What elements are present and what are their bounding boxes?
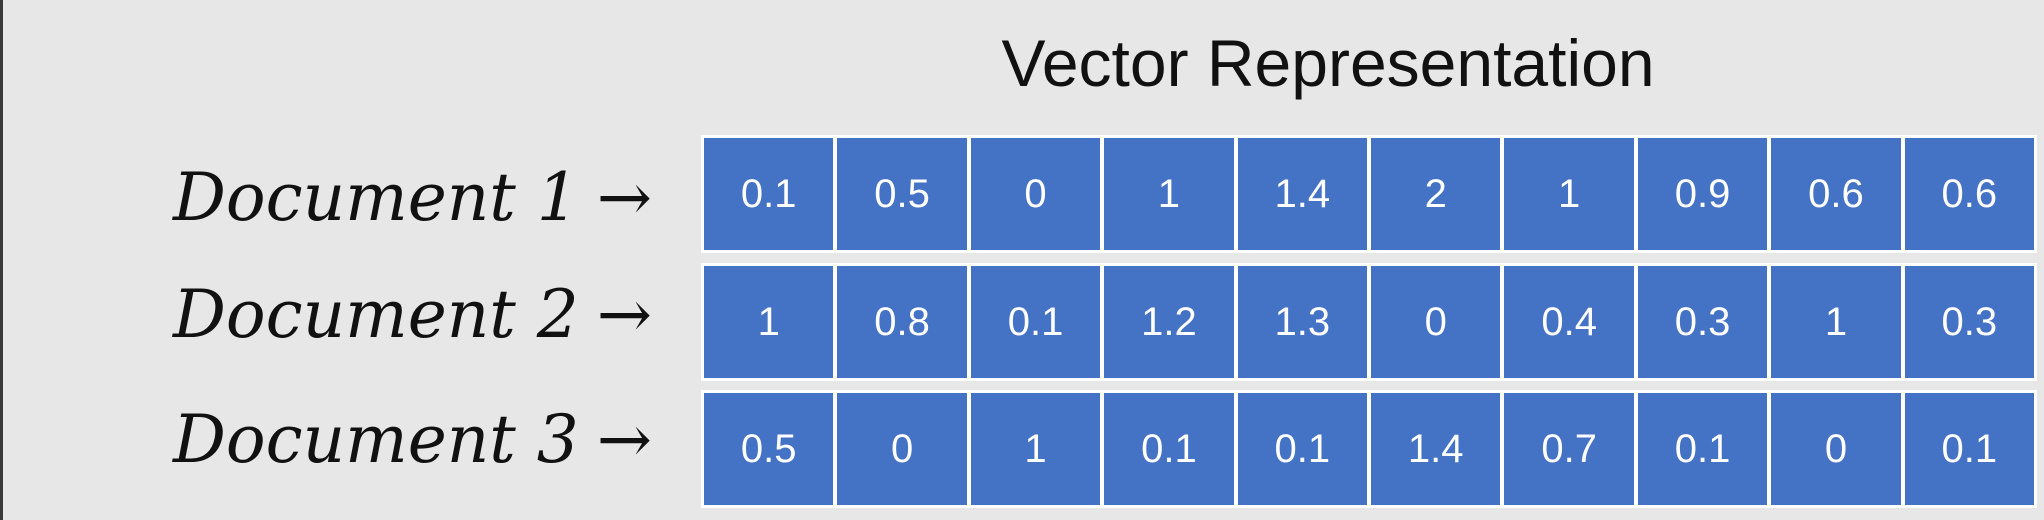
row-label-text: Document 3 — [173, 401, 579, 478]
vector-cell: 0.8 — [837, 266, 967, 378]
arrow-icon: → — [596, 401, 653, 478]
vector-cell: 1 — [704, 266, 834, 378]
vector-cell: 0 — [1771, 393, 1901, 505]
vector-cell: 0.1 — [704, 138, 834, 250]
row-label-text: Document 1 — [173, 159, 579, 236]
row-label-text: Document 2 — [173, 276, 579, 353]
vector-cell: 1 — [1504, 138, 1634, 250]
vector-cell: 0.3 — [1904, 266, 2035, 378]
vector-cell: 1 — [1771, 266, 1901, 378]
arrow-icon: → — [596, 276, 653, 353]
vector-cell: 0.6 — [1771, 138, 1901, 250]
vector-cell: 0 — [837, 393, 967, 505]
vector-cell: 2 — [1371, 138, 1501, 250]
vector-cell: 0.1 — [1237, 393, 1368, 505]
vector-cell: 0.5 — [837, 138, 967, 250]
vector-cell: 1.2 — [1104, 266, 1234, 378]
arrow-icon: → — [596, 159, 653, 236]
row-label-document-3: Document 3 → — [173, 400, 673, 480]
diagram-title: Vector Representation — [1001, 26, 1655, 100]
row-label-document-2: Document 2 → — [173, 275, 673, 355]
vector-cell: 0.4 — [1504, 266, 1634, 378]
vector-cell: 0.5 — [704, 393, 834, 505]
vector-cell: 0.1 — [1904, 393, 2035, 505]
vector-cell: 1 — [970, 393, 1101, 505]
vector-cell: 0 — [970, 138, 1101, 250]
vector-cell: 0.1 — [970, 266, 1101, 378]
vector-cell: 0.1 — [1104, 393, 1234, 505]
vector-cell: 0.1 — [1637, 393, 1768, 505]
vector-row-document-3: 0.5 0 1 0.1 0.1 1.4 0.7 0.1 0 0.1 — [701, 390, 2037, 508]
vector-cell: 0.7 — [1504, 393, 1634, 505]
vector-cell: 0.6 — [1904, 138, 2035, 250]
vector-cell: 0 — [1371, 266, 1501, 378]
vector-cell: 1.4 — [1371, 393, 1501, 505]
vector-cell: 1.3 — [1237, 266, 1368, 378]
vector-cell: 1 — [1104, 138, 1234, 250]
vector-row-document-1: 0.1 0.5 0 1 1.4 2 1 0.9 0.6 0.6 — [701, 135, 2037, 253]
vector-cell: 1.4 — [1237, 138, 1368, 250]
vector-row-document-2: 1 0.8 0.1 1.2 1.3 0 0.4 0.3 1 0.3 — [701, 263, 2037, 381]
vector-cell: 0.3 — [1637, 266, 1768, 378]
vector-cell: 0.9 — [1637, 138, 1768, 250]
row-label-document-1: Document 1 → — [173, 158, 673, 238]
